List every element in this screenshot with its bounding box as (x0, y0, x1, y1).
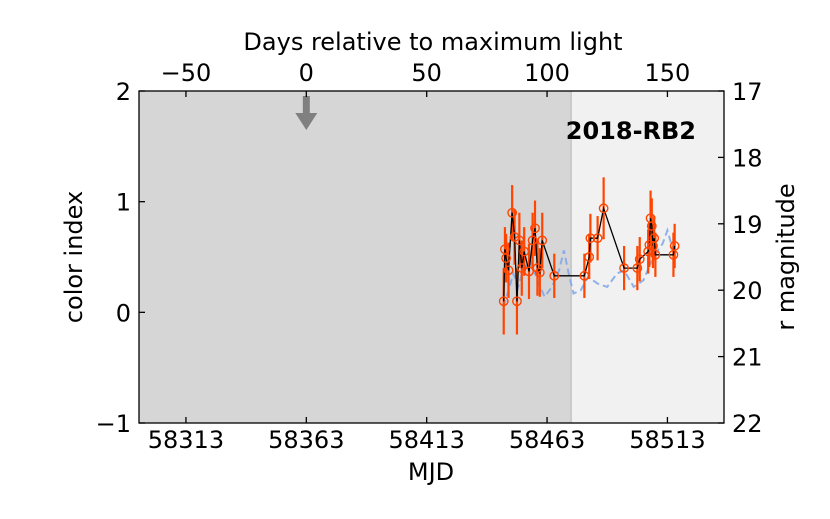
x-tick-label: 58463 (509, 426, 585, 454)
data-point (514, 235, 525, 246)
data-point (585, 233, 596, 244)
max-light-arrow-shaft (302, 96, 310, 114)
data-point (650, 249, 661, 260)
data-point (632, 263, 643, 273)
data-point (634, 254, 645, 265)
x-tick-label: 58413 (389, 426, 465, 454)
x-tick-label: 58363 (268, 426, 344, 454)
top-x-tick-label: 150 (645, 59, 691, 87)
y-tick-label: 2 (116, 78, 131, 106)
right-y-tick-label: 18 (732, 144, 763, 172)
right-y-tick-label: 21 (732, 344, 763, 372)
top-x-tick-label: −50 (161, 59, 212, 87)
y-tick-label: −1 (96, 410, 131, 438)
data-point (503, 265, 514, 276)
shaded-region-dark (139, 91, 572, 423)
data-point (598, 203, 609, 214)
data-point (498, 296, 509, 307)
data-point (534, 267, 545, 278)
right-y-tick-label: 19 (732, 211, 763, 239)
right-y-tick-label: 17 (732, 78, 763, 106)
top-x-tick-label: 0 (299, 59, 314, 87)
data-point (501, 253, 512, 264)
y-tick-label: 1 (116, 189, 131, 217)
right-y-axis-label: r magnitude (772, 183, 800, 330)
data-point (524, 266, 534, 277)
data-point (512, 296, 522, 307)
data-point (549, 270, 560, 281)
data-point (507, 207, 518, 218)
data-point (584, 252, 595, 262)
top-x-tick-label: 50 (411, 59, 442, 87)
x-axis-label: MJD (408, 458, 454, 486)
data-point (537, 235, 548, 246)
data-point (530, 223, 540, 234)
data-point (519, 246, 530, 257)
data-point (527, 235, 538, 246)
x-tick-label: 58513 (629, 426, 705, 454)
max-light-arrow-head (295, 113, 318, 130)
plot-frame (138, 90, 725, 424)
data-point (646, 221, 657, 231)
data-point (592, 233, 603, 244)
x-tick-label: 58313 (148, 426, 224, 454)
chart-title: 2018-RB2 (566, 117, 696, 145)
top-x-tick-label: 100 (524, 59, 570, 87)
data-point (649, 233, 660, 244)
top-x-axis-label: Days relative to maximum light (243, 28, 622, 56)
data-point (619, 263, 629, 273)
y-tick-label: 0 (116, 299, 131, 327)
y-axis-label: color index (60, 191, 88, 323)
data-point (579, 270, 590, 281)
right-y-tick-label: 20 (732, 277, 763, 305)
right-y-tick-label: 22 (732, 410, 763, 438)
data-point (669, 241, 680, 251)
